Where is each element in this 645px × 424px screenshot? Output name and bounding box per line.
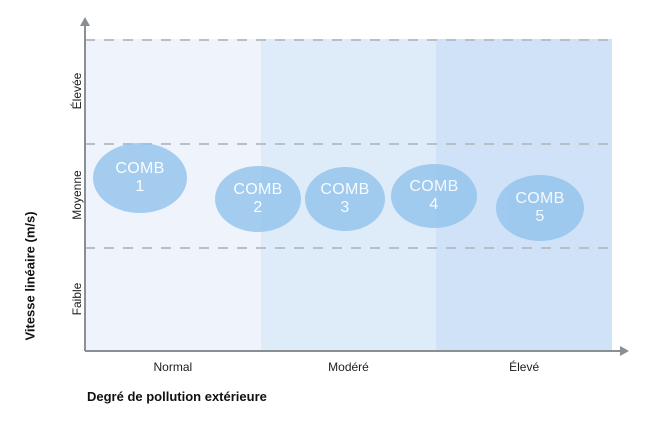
bubble-label-line2: 3 (340, 199, 350, 216)
y-tick-label: Moyenne (70, 170, 84, 220)
bubble-label-line1: COMB (233, 181, 283, 198)
dashed-gridline (85, 143, 612, 145)
bubble-label-line2: 5 (535, 208, 545, 225)
x-tick-label: Modéré (328, 360, 369, 374)
x-axis-line (85, 350, 622, 352)
y-axis-line (84, 25, 86, 351)
y-axis-arrow-icon (80, 17, 90, 26)
dashed-gridline (85, 247, 612, 249)
plot-area: COMB 1 COMB 2 COMB 3 COMB 4 COMB 5 (85, 39, 612, 351)
bubble-label-line1: COMB (409, 178, 459, 195)
x-axis-arrow-icon (620, 346, 629, 356)
x-tick-label: Élevé (509, 360, 540, 374)
x-tick-label: Normal (153, 360, 193, 374)
bubble-comb-5: COMB 5 (496, 175, 584, 241)
bubble-label-line2: 1 (135, 178, 145, 195)
bubble-comb-1: COMB 1 (93, 143, 187, 213)
y-axis-title: Vitesse linéaire (m/s) (22, 211, 38, 341)
bubble-comb-4: COMB 4 (391, 164, 477, 228)
bubble-label-line1: COMB (515, 190, 565, 207)
bubble-label-line1: COMB (115, 160, 165, 177)
bubble-label-line2: 2 (253, 199, 263, 216)
bubble-comb-3: COMB 3 (305, 167, 385, 231)
y-tick-label: Faible (70, 282, 84, 316)
bubble-label-line1: COMB (320, 181, 370, 198)
y-tick-label: Élevée (70, 72, 84, 110)
x-axis-title: Degré de pollution extérieure (87, 389, 267, 404)
bubble-comb-2: COMB 2 (215, 166, 301, 232)
dashed-gridline (85, 39, 612, 41)
bubble-label-line2: 4 (429, 196, 439, 213)
